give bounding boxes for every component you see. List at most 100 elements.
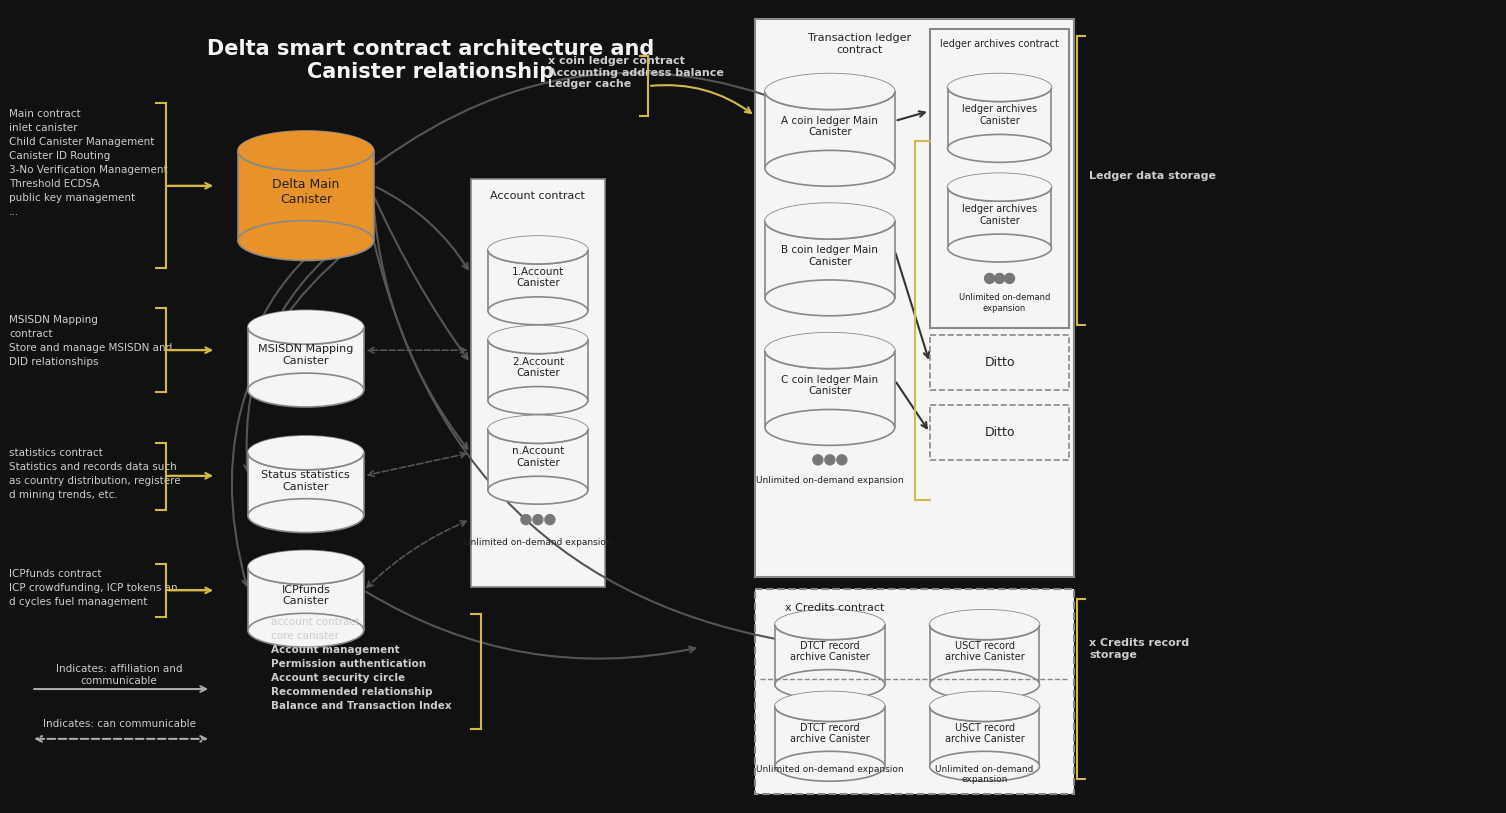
Ellipse shape <box>765 74 895 110</box>
Text: Unlimited on-demand
expansion: Unlimited on-demand expansion <box>959 293 1050 313</box>
Text: ICPfunds
Canister: ICPfunds Canister <box>282 585 330 606</box>
Text: statistics contract: statistics contract <box>9 448 102 458</box>
Text: Status statistics
Canister: Status statistics Canister <box>262 470 351 492</box>
Ellipse shape <box>947 173 1051 201</box>
Text: Canister ID Routing: Canister ID Routing <box>9 151 110 161</box>
Text: Unlimited on-demand expansion: Unlimited on-demand expansion <box>464 537 611 546</box>
Ellipse shape <box>248 311 364 344</box>
FancyBboxPatch shape <box>488 429 587 490</box>
Text: contract: contract <box>9 329 53 339</box>
Text: Ditto: Ditto <box>985 356 1015 369</box>
Text: Indicates: affiliation and
communicable: Indicates: affiliation and communicable <box>56 664 182 685</box>
Text: account contract: account contract <box>271 617 360 628</box>
Ellipse shape <box>776 670 884 699</box>
Text: ...: ... <box>9 207 20 217</box>
Circle shape <box>825 454 834 465</box>
Ellipse shape <box>488 476 587 504</box>
Text: Unlimited on-demand expansion: Unlimited on-demand expansion <box>756 765 904 774</box>
Circle shape <box>837 454 846 465</box>
Text: A coin ledger Main
Canister: A coin ledger Main Canister <box>782 115 878 137</box>
Circle shape <box>994 273 1005 284</box>
Text: x Credits contract: x Credits contract <box>785 603 884 613</box>
Text: inlet canister: inlet canister <box>9 123 78 133</box>
Ellipse shape <box>947 74 1051 102</box>
Ellipse shape <box>929 692 1039 721</box>
Circle shape <box>545 515 554 524</box>
Ellipse shape <box>248 498 364 533</box>
Circle shape <box>985 273 994 284</box>
Ellipse shape <box>488 386 587 415</box>
Ellipse shape <box>929 751 1039 781</box>
Ellipse shape <box>248 436 364 470</box>
Text: C coin ledger Main
Canister: C coin ledger Main Canister <box>782 375 878 396</box>
FancyBboxPatch shape <box>776 624 884 685</box>
Circle shape <box>813 454 822 465</box>
Ellipse shape <box>248 436 364 470</box>
FancyBboxPatch shape <box>755 20 1074 577</box>
Ellipse shape <box>248 373 364 407</box>
Ellipse shape <box>765 203 895 239</box>
Circle shape <box>521 515 532 524</box>
Ellipse shape <box>488 236 587 264</box>
Ellipse shape <box>765 150 895 186</box>
Ellipse shape <box>238 131 373 171</box>
FancyBboxPatch shape <box>776 706 884 767</box>
Text: 3-No Verification Management: 3-No Verification Management <box>9 165 169 175</box>
Text: Permission authentication: Permission authentication <box>271 659 426 669</box>
FancyBboxPatch shape <box>765 92 895 168</box>
FancyBboxPatch shape <box>947 187 1051 248</box>
Ellipse shape <box>765 333 895 368</box>
Text: 1.Account
Canister: 1.Account Canister <box>512 267 565 289</box>
Text: Transaction ledger
contract: Transaction ledger contract <box>809 33 911 55</box>
Ellipse shape <box>776 610 884 640</box>
FancyBboxPatch shape <box>488 250 587 311</box>
FancyBboxPatch shape <box>470 179 605 587</box>
Text: MSISDN Mapping
Canister: MSISDN Mapping Canister <box>258 345 354 366</box>
FancyBboxPatch shape <box>765 350 895 428</box>
Text: Child Canister Management: Child Canister Management <box>9 137 155 147</box>
Text: Recommended relationship: Recommended relationship <box>271 687 432 697</box>
Text: x Credits record
storage: x Credits record storage <box>1089 638 1190 660</box>
Text: Store and manage MSISDN and: Store and manage MSISDN and <box>9 343 173 353</box>
Text: Delta smart contract architecture and
Canister relationship: Delta smart contract architecture and Ca… <box>206 39 654 82</box>
FancyBboxPatch shape <box>929 29 1069 328</box>
Text: Ditto: Ditto <box>985 426 1015 439</box>
FancyBboxPatch shape <box>248 328 364 390</box>
FancyBboxPatch shape <box>929 706 1039 767</box>
Ellipse shape <box>929 692 1039 721</box>
Ellipse shape <box>776 692 884 721</box>
Text: Unlimited on-demand
expansion: Unlimited on-demand expansion <box>935 765 1033 785</box>
FancyBboxPatch shape <box>947 88 1051 149</box>
Ellipse shape <box>776 692 884 721</box>
Ellipse shape <box>765 203 895 239</box>
Text: Threshold ECDSA: Threshold ECDSA <box>9 179 99 189</box>
Ellipse shape <box>765 74 895 110</box>
Ellipse shape <box>776 610 884 640</box>
Text: d cycles fuel management: d cycles fuel management <box>9 598 148 607</box>
Ellipse shape <box>947 74 1051 102</box>
Text: Account security circle: Account security circle <box>271 673 405 683</box>
Circle shape <box>1005 273 1015 284</box>
Text: DTCT record
archive Canister: DTCT record archive Canister <box>791 641 870 663</box>
Text: core canister: core canister <box>271 631 339 641</box>
Ellipse shape <box>765 410 895 446</box>
FancyBboxPatch shape <box>929 624 1039 685</box>
Text: Indicates: can communicable: Indicates: can communicable <box>42 719 196 729</box>
FancyBboxPatch shape <box>238 151 373 241</box>
Circle shape <box>533 515 542 524</box>
FancyBboxPatch shape <box>248 567 364 630</box>
FancyBboxPatch shape <box>755 589 1074 793</box>
Ellipse shape <box>776 751 884 781</box>
Ellipse shape <box>248 613 364 647</box>
FancyBboxPatch shape <box>488 340 587 401</box>
Ellipse shape <box>929 610 1039 640</box>
FancyBboxPatch shape <box>248 453 364 515</box>
Ellipse shape <box>947 134 1051 163</box>
Text: d mining trends, etc.: d mining trends, etc. <box>9 489 117 500</box>
Ellipse shape <box>765 280 895 315</box>
Text: n.Account
Canister: n.Account Canister <box>512 446 565 467</box>
Text: Account management: Account management <box>271 646 399 655</box>
Text: as country distribution, registere: as country distribution, registere <box>9 476 181 485</box>
Ellipse shape <box>488 297 587 324</box>
Text: ICPfunds contract: ICPfunds contract <box>9 569 102 580</box>
